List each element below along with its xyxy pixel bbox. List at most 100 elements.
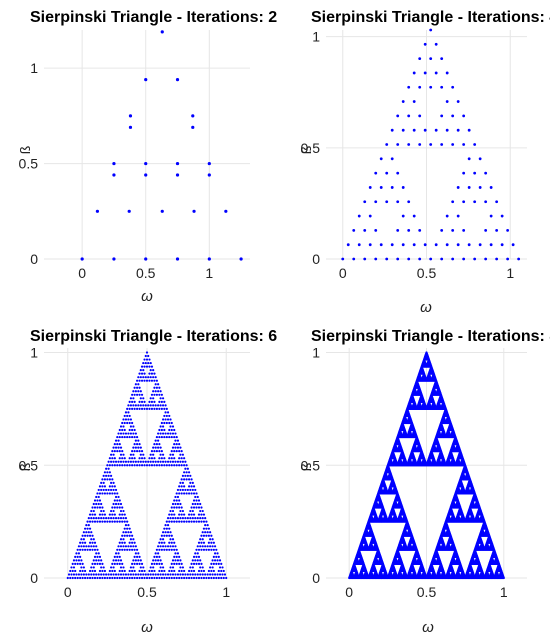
data-point — [134, 439, 137, 442]
data-point — [87, 531, 90, 534]
data-point — [95, 573, 98, 576]
data-point — [108, 471, 111, 474]
data-point — [176, 488, 180, 492]
data-point — [175, 450, 178, 453]
data-point — [385, 171, 389, 175]
data-point — [159, 566, 162, 569]
data-point — [165, 527, 168, 530]
data-point — [90, 517, 93, 520]
data-point — [82, 545, 85, 548]
data-point — [168, 428, 171, 432]
data-point — [131, 576, 134, 580]
data-point — [153, 562, 156, 566]
data-point — [183, 569, 186, 573]
data-point — [119, 566, 123, 569]
data-point — [112, 460, 115, 463]
data-point — [173, 541, 176, 544]
data-point — [178, 499, 181, 502]
data-point — [456, 128, 460, 132]
data-point — [191, 488, 194, 492]
data-point — [90, 509, 93, 513]
data-point — [192, 520, 196, 523]
data-point — [168, 464, 171, 467]
data-point — [88, 548, 92, 551]
data-point — [186, 517, 189, 520]
data-point — [390, 128, 394, 132]
data-point — [189, 481, 192, 484]
data-point — [159, 446, 162, 449]
data-point — [133, 562, 136, 566]
data-point — [175, 435, 178, 439]
data-point — [171, 517, 175, 520]
data-point — [98, 513, 102, 516]
data-point — [87, 517, 90, 520]
data-point — [368, 214, 372, 218]
data-point — [123, 414, 126, 418]
data-point — [169, 531, 172, 534]
data-point — [110, 566, 113, 569]
data-point — [118, 520, 121, 523]
data-point — [112, 559, 115, 562]
data-point — [129, 425, 133, 428]
data-point — [101, 506, 104, 509]
data-point — [169, 545, 172, 548]
data-point — [140, 372, 144, 375]
data-point — [148, 372, 151, 375]
data-point — [179, 453, 182, 456]
data-point — [72, 566, 76, 569]
data-point — [163, 400, 166, 403]
data-point — [186, 488, 189, 492]
data-point — [117, 432, 120, 435]
data-point — [136, 555, 139, 558]
data-point — [88, 520, 92, 523]
data-point — [390, 186, 394, 189]
data-point — [379, 157, 383, 161]
data-point — [117, 439, 120, 442]
data-point — [128, 541, 131, 544]
data-point — [110, 517, 113, 520]
data-point — [199, 545, 202, 548]
data-point — [112, 566, 115, 569]
data-point — [131, 428, 134, 432]
data-point — [102, 474, 105, 477]
data-point — [153, 372, 156, 375]
data-point — [80, 559, 83, 562]
data-point — [155, 576, 158, 580]
data-point — [357, 243, 361, 247]
data-point — [131, 569, 134, 573]
data-point — [495, 228, 499, 232]
data-point — [163, 457, 166, 460]
data-point — [196, 545, 199, 548]
data-point — [169, 517, 172, 520]
data-point — [175, 555, 178, 558]
data-point — [112, 446, 115, 449]
data-point — [145, 576, 149, 580]
data-point — [184, 573, 187, 576]
data-point — [175, 499, 178, 502]
data-point — [153, 400, 156, 403]
data-point — [210, 576, 213, 580]
data-point — [140, 562, 144, 566]
data-point — [122, 545, 125, 548]
data-point — [103, 485, 107, 488]
data-point — [116, 443, 119, 446]
data-point — [139, 453, 142, 456]
data-point — [206, 545, 209, 548]
data-point — [82, 538, 85, 541]
data-point — [163, 464, 166, 467]
data-point — [112, 173, 116, 177]
data-point — [163, 534, 166, 537]
data-point — [112, 573, 115, 576]
data-point — [179, 446, 182, 449]
data-point — [117, 502, 120, 506]
data-point — [117, 460, 120, 463]
data-point — [211, 538, 214, 541]
data-point — [136, 548, 139, 551]
data-point — [144, 460, 147, 463]
data-point — [170, 464, 173, 467]
data-point — [85, 524, 88, 527]
subplot-1-ylabel: ß — [17, 146, 33, 155]
data-point — [100, 517, 103, 520]
data-point — [346, 243, 350, 247]
data-point — [134, 446, 137, 449]
